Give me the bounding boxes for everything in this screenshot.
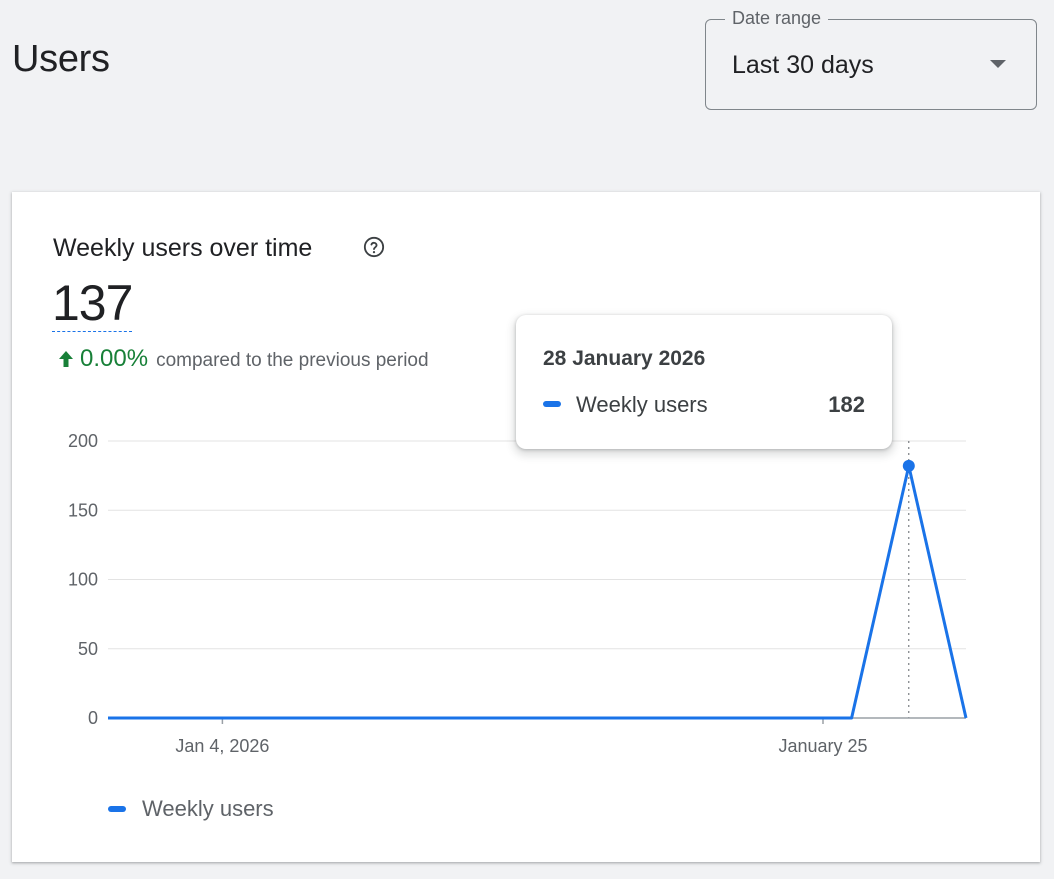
y-tick-label: 150	[68, 500, 98, 520]
legend-label: Weekly users	[142, 796, 274, 821]
highlight-point	[902, 459, 915, 472]
x-tick-label: January 25	[778, 736, 867, 756]
legend-swatch	[108, 806, 126, 812]
tooltip-series-name: Weekly users	[576, 392, 708, 417]
arrow-up-icon	[59, 351, 73, 367]
y-tick-label: 50	[78, 639, 98, 659]
date-range-value: Last 30 days	[732, 51, 874, 79]
change-indicator: 0.00% compared to the previous period	[58, 345, 429, 373]
y-tick-label: 200	[68, 431, 98, 451]
date-range-label: Date range	[725, 8, 829, 29]
x-tick-label: Jan 4, 2026	[175, 736, 269, 756]
page-title: Users	[12, 38, 110, 80]
change-description: compared to the previous period	[156, 350, 429, 371]
y-tick-label: 100	[68, 570, 98, 590]
metric-value[interactable]: 137	[52, 275, 133, 332]
tooltip-date: 28 January 2026	[543, 347, 706, 370]
chart-grid	[108, 440, 966, 718]
chart-axes: 0 50 100 150 200 Jan 4, 2026 January 25	[68, 431, 966, 756]
help-icon[interactable]	[363, 236, 385, 258]
series-line-weekly-users	[108, 464, 968, 720]
chart-series	[108, 459, 968, 720]
y-tick-label: 0	[88, 708, 98, 728]
date-range-select[interactable]: Date range Last 30 days	[705, 8, 1037, 110]
tooltip-series-swatch	[543, 401, 561, 407]
dropdown-arrow-icon	[990, 60, 1006, 68]
line-chart[interactable]: 0 50 100 150 200 Jan 4, 2026 January 25	[12, 192, 1040, 862]
change-percent: 0.00%	[80, 345, 149, 372]
chart-tooltip: 28 January 2026 Weekly users 182	[516, 315, 892, 449]
chart-legend-item[interactable]: Weekly users	[108, 796, 274, 822]
weekly-users-card: Weekly users over time 137 0.00% compare…	[12, 192, 1040, 862]
tooltip-value: 182	[828, 392, 865, 417]
card-title: Weekly users over time	[53, 234, 313, 262]
